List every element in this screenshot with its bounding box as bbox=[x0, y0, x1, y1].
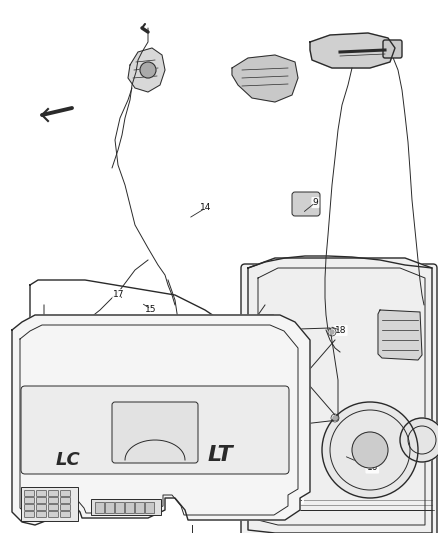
Circle shape bbox=[238, 338, 258, 358]
FancyBboxPatch shape bbox=[257, 314, 273, 326]
Circle shape bbox=[400, 418, 438, 462]
Text: 7: 7 bbox=[98, 316, 104, 324]
FancyBboxPatch shape bbox=[49, 512, 59, 518]
FancyBboxPatch shape bbox=[60, 497, 71, 504]
Text: 15: 15 bbox=[145, 305, 157, 313]
Polygon shape bbox=[12, 315, 310, 525]
FancyBboxPatch shape bbox=[36, 497, 46, 504]
FancyBboxPatch shape bbox=[36, 490, 46, 497]
Text: 2: 2 bbox=[214, 438, 219, 447]
Text: 11: 11 bbox=[141, 497, 152, 505]
FancyBboxPatch shape bbox=[95, 502, 103, 513]
FancyBboxPatch shape bbox=[49, 490, 59, 497]
Polygon shape bbox=[232, 55, 298, 102]
Circle shape bbox=[266, 413, 270, 417]
FancyBboxPatch shape bbox=[36, 512, 46, 518]
Circle shape bbox=[126, 368, 170, 412]
Text: 13: 13 bbox=[159, 393, 170, 401]
Circle shape bbox=[35, 417, 45, 427]
Text: 17: 17 bbox=[113, 290, 125, 299]
FancyBboxPatch shape bbox=[91, 499, 161, 515]
FancyBboxPatch shape bbox=[124, 502, 134, 513]
Text: 19: 19 bbox=[226, 325, 238, 334]
Text: 1: 1 bbox=[297, 494, 303, 503]
Circle shape bbox=[140, 62, 156, 78]
Polygon shape bbox=[310, 33, 395, 68]
Circle shape bbox=[300, 376, 304, 380]
Text: 4: 4 bbox=[48, 473, 53, 481]
Circle shape bbox=[41, 376, 69, 404]
FancyBboxPatch shape bbox=[60, 490, 71, 497]
Text: 18: 18 bbox=[335, 326, 346, 335]
FancyBboxPatch shape bbox=[292, 192, 320, 216]
FancyBboxPatch shape bbox=[114, 502, 124, 513]
Text: 20: 20 bbox=[176, 340, 187, 348]
FancyBboxPatch shape bbox=[25, 490, 35, 497]
Circle shape bbox=[270, 333, 274, 337]
FancyBboxPatch shape bbox=[25, 512, 35, 518]
Polygon shape bbox=[378, 310, 422, 360]
Text: 12: 12 bbox=[275, 417, 286, 425]
Text: 5: 5 bbox=[124, 374, 130, 383]
Circle shape bbox=[330, 330, 334, 334]
Polygon shape bbox=[128, 48, 165, 92]
FancyBboxPatch shape bbox=[383, 40, 402, 58]
Text: LC: LC bbox=[56, 451, 81, 469]
Text: 6: 6 bbox=[31, 326, 37, 335]
Text: 9: 9 bbox=[312, 198, 318, 207]
Text: 14: 14 bbox=[200, 204, 212, 212]
Circle shape bbox=[333, 416, 337, 420]
FancyBboxPatch shape bbox=[145, 502, 153, 513]
FancyBboxPatch shape bbox=[60, 512, 71, 518]
Circle shape bbox=[136, 378, 160, 402]
FancyBboxPatch shape bbox=[134, 502, 144, 513]
FancyBboxPatch shape bbox=[21, 487, 78, 521]
FancyBboxPatch shape bbox=[49, 497, 59, 504]
Circle shape bbox=[322, 402, 418, 498]
Polygon shape bbox=[248, 258, 432, 533]
Text: 3: 3 bbox=[166, 433, 172, 441]
FancyBboxPatch shape bbox=[49, 505, 59, 511]
Text: 10: 10 bbox=[367, 464, 378, 472]
FancyBboxPatch shape bbox=[25, 505, 35, 511]
FancyBboxPatch shape bbox=[60, 505, 71, 511]
Circle shape bbox=[41, 326, 69, 354]
FancyBboxPatch shape bbox=[105, 502, 113, 513]
FancyBboxPatch shape bbox=[146, 390, 178, 412]
FancyBboxPatch shape bbox=[25, 497, 35, 504]
FancyBboxPatch shape bbox=[241, 264, 437, 533]
FancyBboxPatch shape bbox=[36, 505, 46, 511]
Text: LT: LT bbox=[207, 445, 233, 465]
Circle shape bbox=[352, 432, 388, 468]
FancyBboxPatch shape bbox=[112, 402, 198, 463]
FancyBboxPatch shape bbox=[21, 386, 289, 474]
